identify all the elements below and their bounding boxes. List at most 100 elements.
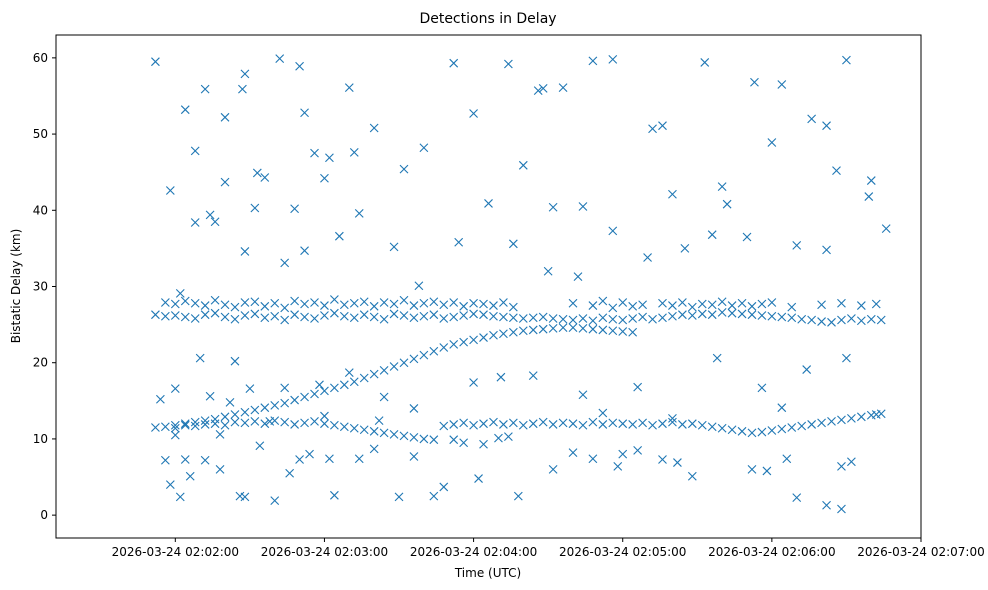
data-point <box>648 124 657 134</box>
data-point <box>369 123 379 133</box>
data-point <box>160 422 170 432</box>
data-point <box>707 300 717 310</box>
data-point <box>538 417 548 427</box>
data-point <box>727 425 737 435</box>
data-point <box>389 242 399 252</box>
data-point <box>588 56 598 66</box>
data-point <box>588 417 598 427</box>
data-point <box>658 121 667 131</box>
data-point <box>658 298 667 308</box>
data-point <box>598 420 608 429</box>
data-point <box>680 244 690 253</box>
data-point <box>295 455 304 464</box>
data-point <box>508 239 518 249</box>
x-axis-label: Time (UTC) <box>454 566 521 580</box>
data-point <box>190 218 200 227</box>
data-point <box>777 403 787 413</box>
data-point <box>578 390 588 400</box>
x-tick-label: 2026-03-24 02:03:00 <box>261 545 388 559</box>
data-point <box>215 429 225 439</box>
data-point <box>160 455 170 465</box>
data-point <box>687 471 697 481</box>
data-point <box>359 297 369 307</box>
data-point <box>533 86 543 96</box>
data-point <box>668 413 677 423</box>
data-point <box>837 415 846 425</box>
data-point <box>618 449 628 459</box>
x-tick-label: 2026-03-24 02:02:00 <box>112 545 239 559</box>
data-point <box>767 426 777 435</box>
data-point <box>518 420 528 430</box>
data-point <box>847 314 856 323</box>
data-point <box>479 439 488 449</box>
data-point <box>737 298 747 308</box>
data-point <box>837 461 846 471</box>
data-point <box>200 84 210 94</box>
data-point <box>628 420 638 429</box>
data-point <box>454 237 464 247</box>
data-point <box>260 313 270 323</box>
data-point <box>459 418 469 428</box>
data-point <box>548 202 558 212</box>
data-point <box>349 377 359 387</box>
data-point <box>190 314 200 323</box>
data-point <box>469 109 478 118</box>
data-point <box>295 61 304 71</box>
data-point <box>170 384 180 394</box>
data-point <box>687 302 697 312</box>
data-point <box>717 182 727 192</box>
data-point <box>856 301 866 310</box>
data-point <box>677 310 687 320</box>
data-point <box>170 430 180 440</box>
data-point <box>677 420 687 429</box>
data-point <box>528 313 538 323</box>
data-point <box>598 408 608 418</box>
data-point <box>290 310 300 320</box>
y-axis-label: Bistatic Delay (km) <box>9 229 23 344</box>
data-point <box>419 350 429 360</box>
data-point <box>325 153 334 163</box>
data-point <box>230 356 240 366</box>
data-point <box>558 418 568 428</box>
data-point <box>568 419 578 429</box>
data-point <box>787 423 797 432</box>
data-point <box>280 315 290 325</box>
data-point <box>856 316 866 326</box>
data-point <box>252 168 262 178</box>
data-point <box>260 173 270 182</box>
data-point <box>757 383 767 393</box>
data-point <box>310 389 319 399</box>
data-point <box>300 108 309 118</box>
data-point <box>379 298 389 307</box>
data-point <box>847 413 856 423</box>
data-point <box>379 314 389 324</box>
data-point <box>608 54 618 64</box>
data-point <box>339 300 349 310</box>
data-point <box>508 327 518 337</box>
data-point <box>280 398 290 408</box>
data-point <box>747 465 757 474</box>
data-point <box>300 246 309 256</box>
data-point <box>633 445 643 455</box>
data-point <box>707 230 717 240</box>
data-point <box>643 253 652 262</box>
data-point <box>797 314 807 324</box>
data-point <box>588 324 598 334</box>
y-tick-label: 50 <box>33 127 48 141</box>
data-point <box>807 420 817 429</box>
data-point <box>722 199 732 209</box>
data-point <box>339 422 349 432</box>
data-point <box>538 312 548 322</box>
data-point <box>822 245 831 255</box>
data-point <box>837 298 846 308</box>
data-point <box>871 299 881 309</box>
data-point <box>578 324 588 333</box>
x-tick-label: 2026-03-24 02:04:00 <box>410 545 537 559</box>
data-point <box>717 308 727 317</box>
data-point <box>310 314 319 323</box>
data-point <box>469 420 478 430</box>
data-point <box>165 480 175 490</box>
data-point <box>389 299 399 309</box>
data-point <box>484 199 493 208</box>
data-point <box>787 313 797 323</box>
